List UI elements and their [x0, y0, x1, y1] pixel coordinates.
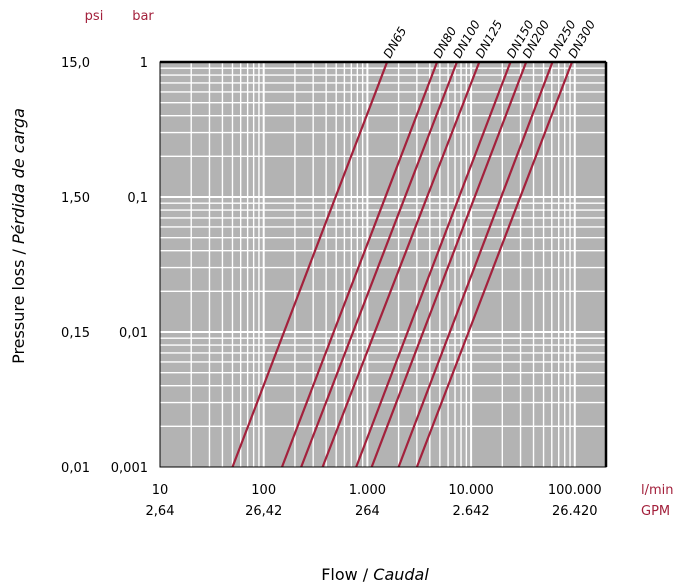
y-unit-secondary: psi	[85, 9, 104, 24]
y-unit-primary: bar	[132, 9, 154, 24]
series-line-dn65	[231, 61, 389, 468]
x-tick-label-secondary: 2,64	[146, 504, 175, 519]
grid-lines	[160, 62, 606, 467]
x-axis-label-italic: Caudal	[373, 565, 429, 584]
series-line-dn150	[355, 61, 512, 468]
plot-background	[160, 62, 606, 467]
series-line-dn200	[370, 61, 528, 468]
series-line-dn100	[300, 61, 458, 468]
series-label-dn65: DN65	[381, 24, 410, 60]
y-tick-label-secondary: 0,15	[61, 326, 90, 341]
series-line-dn300	[415, 61, 574, 468]
plot-frame	[159, 60, 608, 468]
y-tick-label: 0,1	[127, 191, 148, 206]
x-tick-label-secondary: 2.642	[452, 504, 489, 519]
y-axis-label: Pressure loss / Pérdida de carga	[9, 108, 28, 364]
y-axis-label-main: Pressure loss /	[9, 244, 28, 364]
x-unit-primary: l/min	[641, 483, 674, 498]
x-tick-label-secondary: 26.420	[552, 504, 598, 519]
tick-labels: 10 2,64 100 26,42 1.000 264 10.000 2.642 100.000…	[61, 56, 602, 519]
x-tick-label: 100.000	[548, 483, 602, 498]
y-tick-label: 0,001	[111, 461, 148, 476]
x-tick-label-secondary: 26,42	[245, 504, 282, 519]
series-line-dn80	[280, 61, 439, 468]
x-tick-label-secondary: 264	[355, 504, 380, 519]
y-tick-label: 0,01	[119, 326, 148, 341]
x-tick-label: 100	[251, 483, 276, 498]
x-axis-label-main: Flow /	[321, 565, 373, 584]
series-line-dn250	[397, 61, 554, 468]
y-axis-label-italic: Pérdida de carga	[9, 108, 28, 244]
x-unit-secondary: GPM	[641, 504, 670, 519]
y-tick-label: 1	[140, 56, 148, 71]
series-line-dn125	[321, 61, 481, 468]
y-tick-label-secondary: 15,0	[61, 56, 90, 71]
series-lines	[231, 61, 574, 468]
y-tick-label-secondary: 0,01	[61, 461, 90, 476]
y-tick-label-secondary: 1,50	[61, 191, 90, 206]
x-tick-label: 1.000	[349, 483, 386, 498]
plot-area	[160, 62, 606, 467]
x-tick-label: 10	[152, 483, 169, 498]
x-axis-label: Flow / Caudal	[321, 565, 429, 584]
x-tick-label: 10.000	[448, 483, 494, 498]
